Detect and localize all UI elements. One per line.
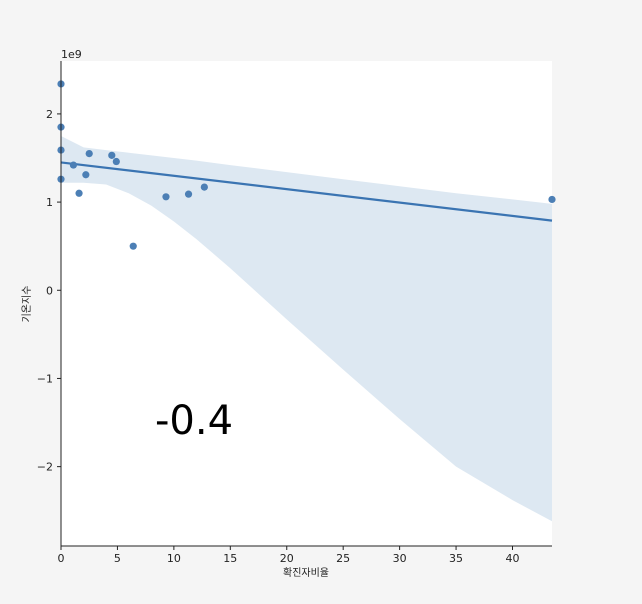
correlation-annotation: -0.4 xyxy=(155,398,233,444)
x-tick-label-15: 15 xyxy=(223,552,237,565)
data-point-8 xyxy=(85,149,93,158)
data-point-7 xyxy=(82,171,90,179)
y-offset-label: 1e9 xyxy=(61,48,82,61)
y-tick-label-0: 0 xyxy=(46,284,53,297)
data-point-14 xyxy=(200,183,208,191)
x-ticks: 0 5 10 15 20 25 30 35 40 xyxy=(58,546,519,565)
axes-layer xyxy=(60,61,552,547)
y-tick-label--2: −2 xyxy=(37,461,53,474)
data-point-12 xyxy=(162,193,170,201)
data-point-6 xyxy=(75,189,83,197)
x-tick-label-40: 40 xyxy=(505,552,519,565)
confidence-band xyxy=(61,136,552,522)
x-axis-label: 확진자비율 xyxy=(283,567,329,579)
x-tick-label-30: 30 xyxy=(393,552,407,565)
y-tick-label-2: 2 xyxy=(46,108,53,121)
data-point-10 xyxy=(112,157,120,166)
y-axis-label: 기온지수 xyxy=(21,286,33,323)
y-tick-label--1: −1 xyxy=(37,372,53,385)
regression-line-layer xyxy=(60,161,553,222)
data-point-5 xyxy=(69,161,78,169)
data-point-13 xyxy=(184,190,193,198)
y-tick-label-1: 1 xyxy=(46,196,53,209)
data-point-15 xyxy=(548,195,556,204)
x-tick-label-35: 35 xyxy=(449,552,463,565)
x-tick-label-25: 25 xyxy=(336,552,350,565)
regression-line xyxy=(60,161,553,222)
y-ticks: −2 −1 0 1 2 xyxy=(37,108,61,474)
data-point-11 xyxy=(129,242,137,250)
x-tick-label-5: 5 xyxy=(114,552,121,565)
data-point-9 xyxy=(108,151,116,159)
x-tick-label-20: 20 xyxy=(280,552,294,565)
x-tick-label-0: 0 xyxy=(58,552,65,565)
x-tick-label-10: 10 xyxy=(167,552,181,565)
confidence-band-layer xyxy=(61,136,552,522)
